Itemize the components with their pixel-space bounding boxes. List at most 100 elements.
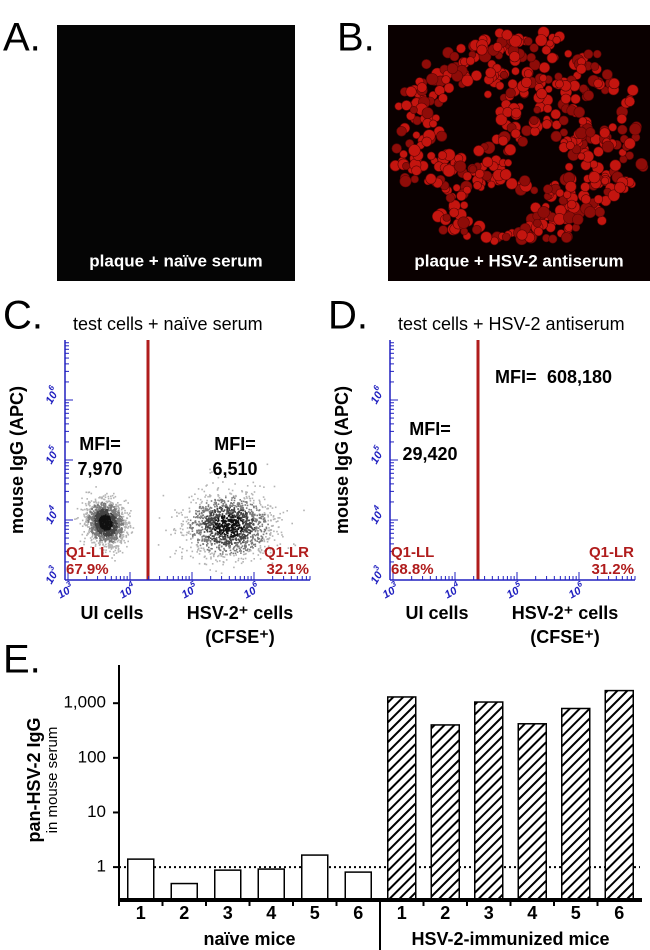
cell	[409, 145, 421, 157]
bar	[128, 859, 154, 900]
cell	[508, 79, 517, 88]
cell	[620, 156, 628, 164]
event	[253, 506, 255, 508]
event	[85, 521, 87, 523]
cell	[578, 153, 585, 160]
event	[239, 504, 241, 506]
event	[93, 514, 95, 516]
event	[222, 500, 224, 502]
event	[241, 500, 243, 502]
event	[102, 510, 104, 512]
bar	[258, 869, 284, 900]
event	[240, 512, 242, 514]
event	[121, 543, 123, 545]
event	[205, 510, 207, 512]
event	[250, 504, 252, 506]
event	[239, 515, 241, 517]
cell	[417, 83, 427, 93]
event	[206, 523, 208, 525]
event	[231, 497, 233, 499]
event	[110, 546, 112, 548]
event	[209, 494, 211, 496]
y-axis-label: mouse IgG (APC)	[7, 386, 27, 534]
event	[203, 518, 205, 520]
cell	[400, 176, 411, 187]
event	[233, 555, 235, 557]
event	[225, 513, 227, 515]
event	[111, 514, 113, 516]
event	[223, 562, 225, 564]
panel-title: test cells + naïve serum	[73, 314, 263, 334]
cell	[439, 226, 448, 235]
event	[221, 535, 223, 537]
event	[226, 559, 228, 561]
mfi-value: 7,970	[77, 459, 122, 479]
x-tick-label: 106	[565, 579, 588, 601]
panel-label: A.	[3, 16, 41, 60]
cell	[484, 91, 491, 98]
cell	[627, 85, 638, 96]
event	[196, 551, 198, 553]
event	[229, 528, 231, 530]
event	[260, 529, 262, 531]
cell	[524, 70, 532, 78]
event	[208, 522, 210, 524]
event	[90, 511, 92, 513]
event	[113, 509, 115, 511]
event	[270, 514, 272, 516]
cell	[511, 129, 520, 138]
event	[221, 510, 223, 512]
event	[267, 541, 269, 543]
event	[255, 544, 257, 546]
event	[244, 525, 246, 527]
bar	[171, 884, 197, 900]
event	[249, 512, 251, 514]
event	[96, 527, 98, 529]
event	[253, 516, 255, 518]
cell	[567, 200, 576, 209]
event	[89, 528, 91, 530]
event	[213, 524, 215, 526]
event	[199, 550, 201, 552]
event	[206, 516, 208, 518]
event	[111, 507, 113, 509]
event	[207, 519, 209, 521]
event	[188, 531, 190, 533]
event	[98, 526, 100, 528]
event	[181, 556, 183, 558]
event	[203, 548, 205, 550]
event	[242, 510, 244, 512]
y-tick-label: 100	[78, 747, 106, 766]
event	[281, 532, 283, 534]
event	[207, 496, 209, 498]
event	[206, 530, 208, 532]
event	[122, 522, 124, 524]
event	[243, 540, 245, 542]
cell	[410, 106, 417, 113]
event	[191, 496, 193, 498]
event	[246, 501, 248, 503]
event	[121, 516, 123, 518]
event	[240, 506, 242, 508]
event	[245, 543, 247, 545]
cell	[411, 175, 419, 183]
event	[219, 511, 221, 513]
event	[96, 537, 98, 539]
event	[91, 536, 93, 538]
event	[108, 498, 110, 500]
event	[252, 498, 254, 500]
event	[248, 544, 250, 546]
event	[264, 529, 266, 531]
event	[209, 550, 211, 552]
event	[238, 558, 240, 560]
event	[218, 547, 220, 549]
cell	[594, 147, 604, 157]
event	[98, 497, 100, 499]
cell	[574, 107, 585, 118]
event	[253, 558, 255, 560]
event	[273, 515, 275, 517]
event	[100, 536, 102, 538]
event	[206, 541, 208, 543]
x-tick-label: 3	[223, 903, 233, 923]
event	[201, 489, 203, 491]
